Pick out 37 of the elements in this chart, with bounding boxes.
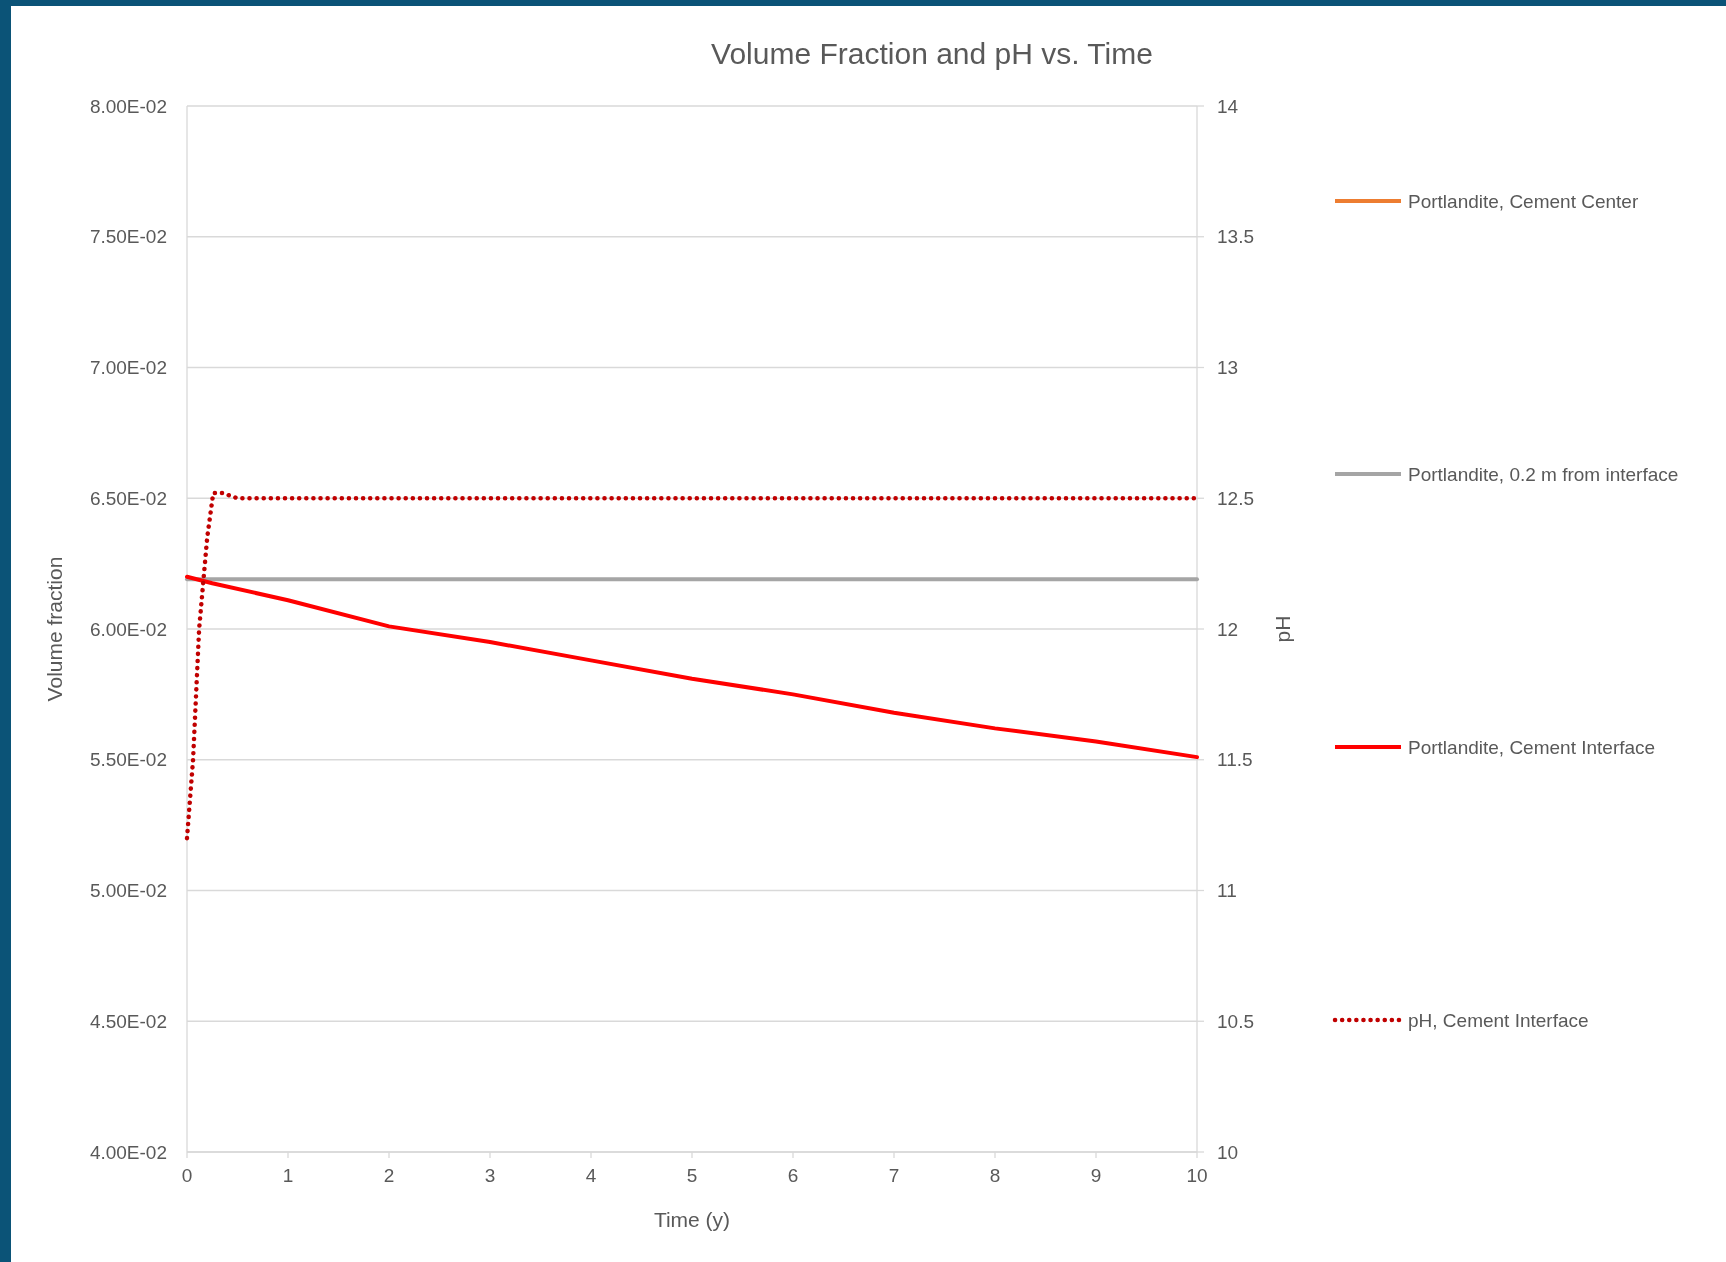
y-tick-label: 6.50E-02: [89, 487, 167, 509]
x-tick-label: 10: [1186, 1165, 1208, 1186]
x-tick-label: 0: [181, 1165, 193, 1186]
y2-tick-label: 14: [1217, 95, 1239, 117]
chart-title: Volume Fraction and pH vs. Time: [711, 37, 1153, 70]
y2-tick-label: 10: [1217, 1141, 1239, 1163]
y-tick-label: 6.00E-02: [89, 618, 167, 640]
y-tick-label: 4.00E-02: [89, 1141, 167, 1163]
y2-tick-label: 13.5: [1217, 226, 1254, 248]
y2-tick-label: 11: [1217, 880, 1237, 902]
y-tick-label: 8.00E-02: [89, 95, 167, 117]
x-tick-label: 9: [1090, 1165, 1102, 1186]
y2-tick-label: 11.5: [1217, 749, 1253, 771]
y-tick-label: 4.50E-02: [89, 1010, 167, 1032]
y2-tick-label: 10.5: [1217, 1010, 1254, 1032]
legend-label: pH, Cement Interface: [1408, 1009, 1589, 1031]
legend-label: Portlandite, Cement Interface: [1408, 736, 1656, 758]
x-tick-label: 4: [585, 1165, 597, 1186]
x-tick-label: 6: [787, 1165, 799, 1186]
y2-axis-title: pH: [1271, 615, 1294, 643]
x-tick-label: 7: [888, 1165, 900, 1186]
y-axis-title: Volume fraction: [43, 556, 66, 702]
y-tick-label: 5.00E-02: [89, 880, 167, 902]
x-tick-label: 2: [383, 1165, 395, 1186]
y2-tick-label: 12.5: [1217, 487, 1254, 509]
x-axis-title: Time (y): [653, 1208, 731, 1231]
x-tick-label: 8: [989, 1165, 1001, 1186]
y-tick-label: 5.50E-02: [89, 749, 167, 771]
x-tick-label: 1: [282, 1165, 294, 1186]
x-tick-label: 5: [686, 1165, 698, 1186]
legend-label: Portlandite, Cement Center: [1408, 190, 1639, 212]
legend-label: Portlandite, 0.2 m from interface: [1408, 463, 1679, 485]
y2-tick-label: 13: [1217, 357, 1239, 379]
y2-tick-label: 12: [1217, 618, 1239, 640]
x-tick-label: 3: [484, 1165, 496, 1186]
y-tick-label: 7.50E-02: [89, 226, 167, 248]
y-tick-label: 7.00E-02: [89, 357, 167, 379]
